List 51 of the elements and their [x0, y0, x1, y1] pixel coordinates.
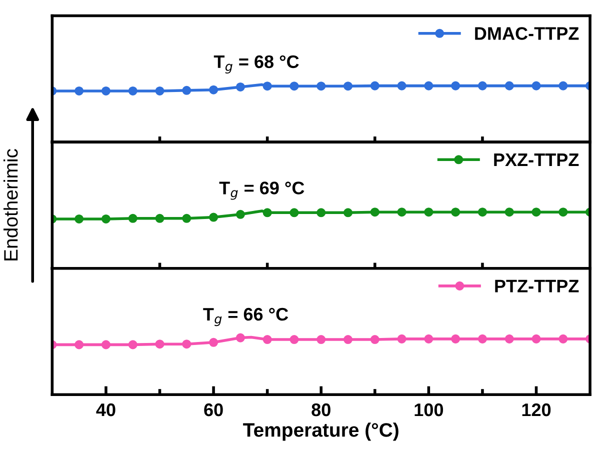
- point: [558, 334, 568, 344]
- point: [451, 334, 460, 344]
- annotation: T$_{g}$ = 68 °C: [214, 55, 299, 74]
- point: [209, 212, 218, 222]
- point: [316, 335, 326, 344]
- point: [451, 208, 460, 217]
- x-tick-label: 60: [204, 403, 223, 416]
- point: [236, 210, 245, 219]
- point: [182, 214, 192, 223]
- legend-label: PTZ-TTPZ: [495, 280, 579, 292]
- x-tick-label: 100: [414, 403, 444, 416]
- point: [262, 208, 272, 218]
- point: [128, 214, 138, 223]
- point: [424, 208, 434, 217]
- x-axis-title: Temperature (°C): [243, 422, 398, 441]
- point: [316, 208, 326, 218]
- point: [262, 335, 272, 344]
- x-tick-label: 40: [96, 403, 116, 416]
- point: [128, 340, 138, 350]
- point: [343, 335, 353, 344]
- point: [101, 340, 110, 350]
- point: [290, 335, 299, 344]
- point: [478, 208, 487, 217]
- point: [397, 208, 406, 217]
- point: [155, 340, 164, 349]
- point: [504, 334, 514, 344]
- point: [478, 334, 487, 344]
- point: [74, 214, 84, 224]
- point: [236, 333, 245, 342]
- point: [504, 208, 514, 217]
- y-axis-title: Endotherimic: [4, 148, 18, 260]
- annotation: T$_{g}$ = 69 °C: [219, 182, 304, 200]
- point: [532, 334, 541, 344]
- annotation: T$_{g}$ = 66 °C: [203, 308, 288, 326]
- point: [155, 214, 164, 223]
- point: [397, 334, 406, 344]
- x-tick-label: 120: [522, 403, 551, 416]
- legend-label: PXZ-TTPZ: [494, 154, 579, 166]
- point: [532, 208, 541, 217]
- point: [290, 208, 299, 218]
- point: [370, 208, 380, 217]
- legend-label: DMAC-TTPZ: [475, 27, 579, 40]
- point: [209, 338, 218, 347]
- point: [101, 214, 110, 224]
- point: [370, 335, 380, 344]
- point: [424, 334, 434, 344]
- point: [74, 340, 84, 350]
- point: [343, 208, 353, 218]
- point: [182, 340, 192, 349]
- point: [558, 208, 568, 217]
- x-tick-label: 80: [312, 403, 330, 416]
